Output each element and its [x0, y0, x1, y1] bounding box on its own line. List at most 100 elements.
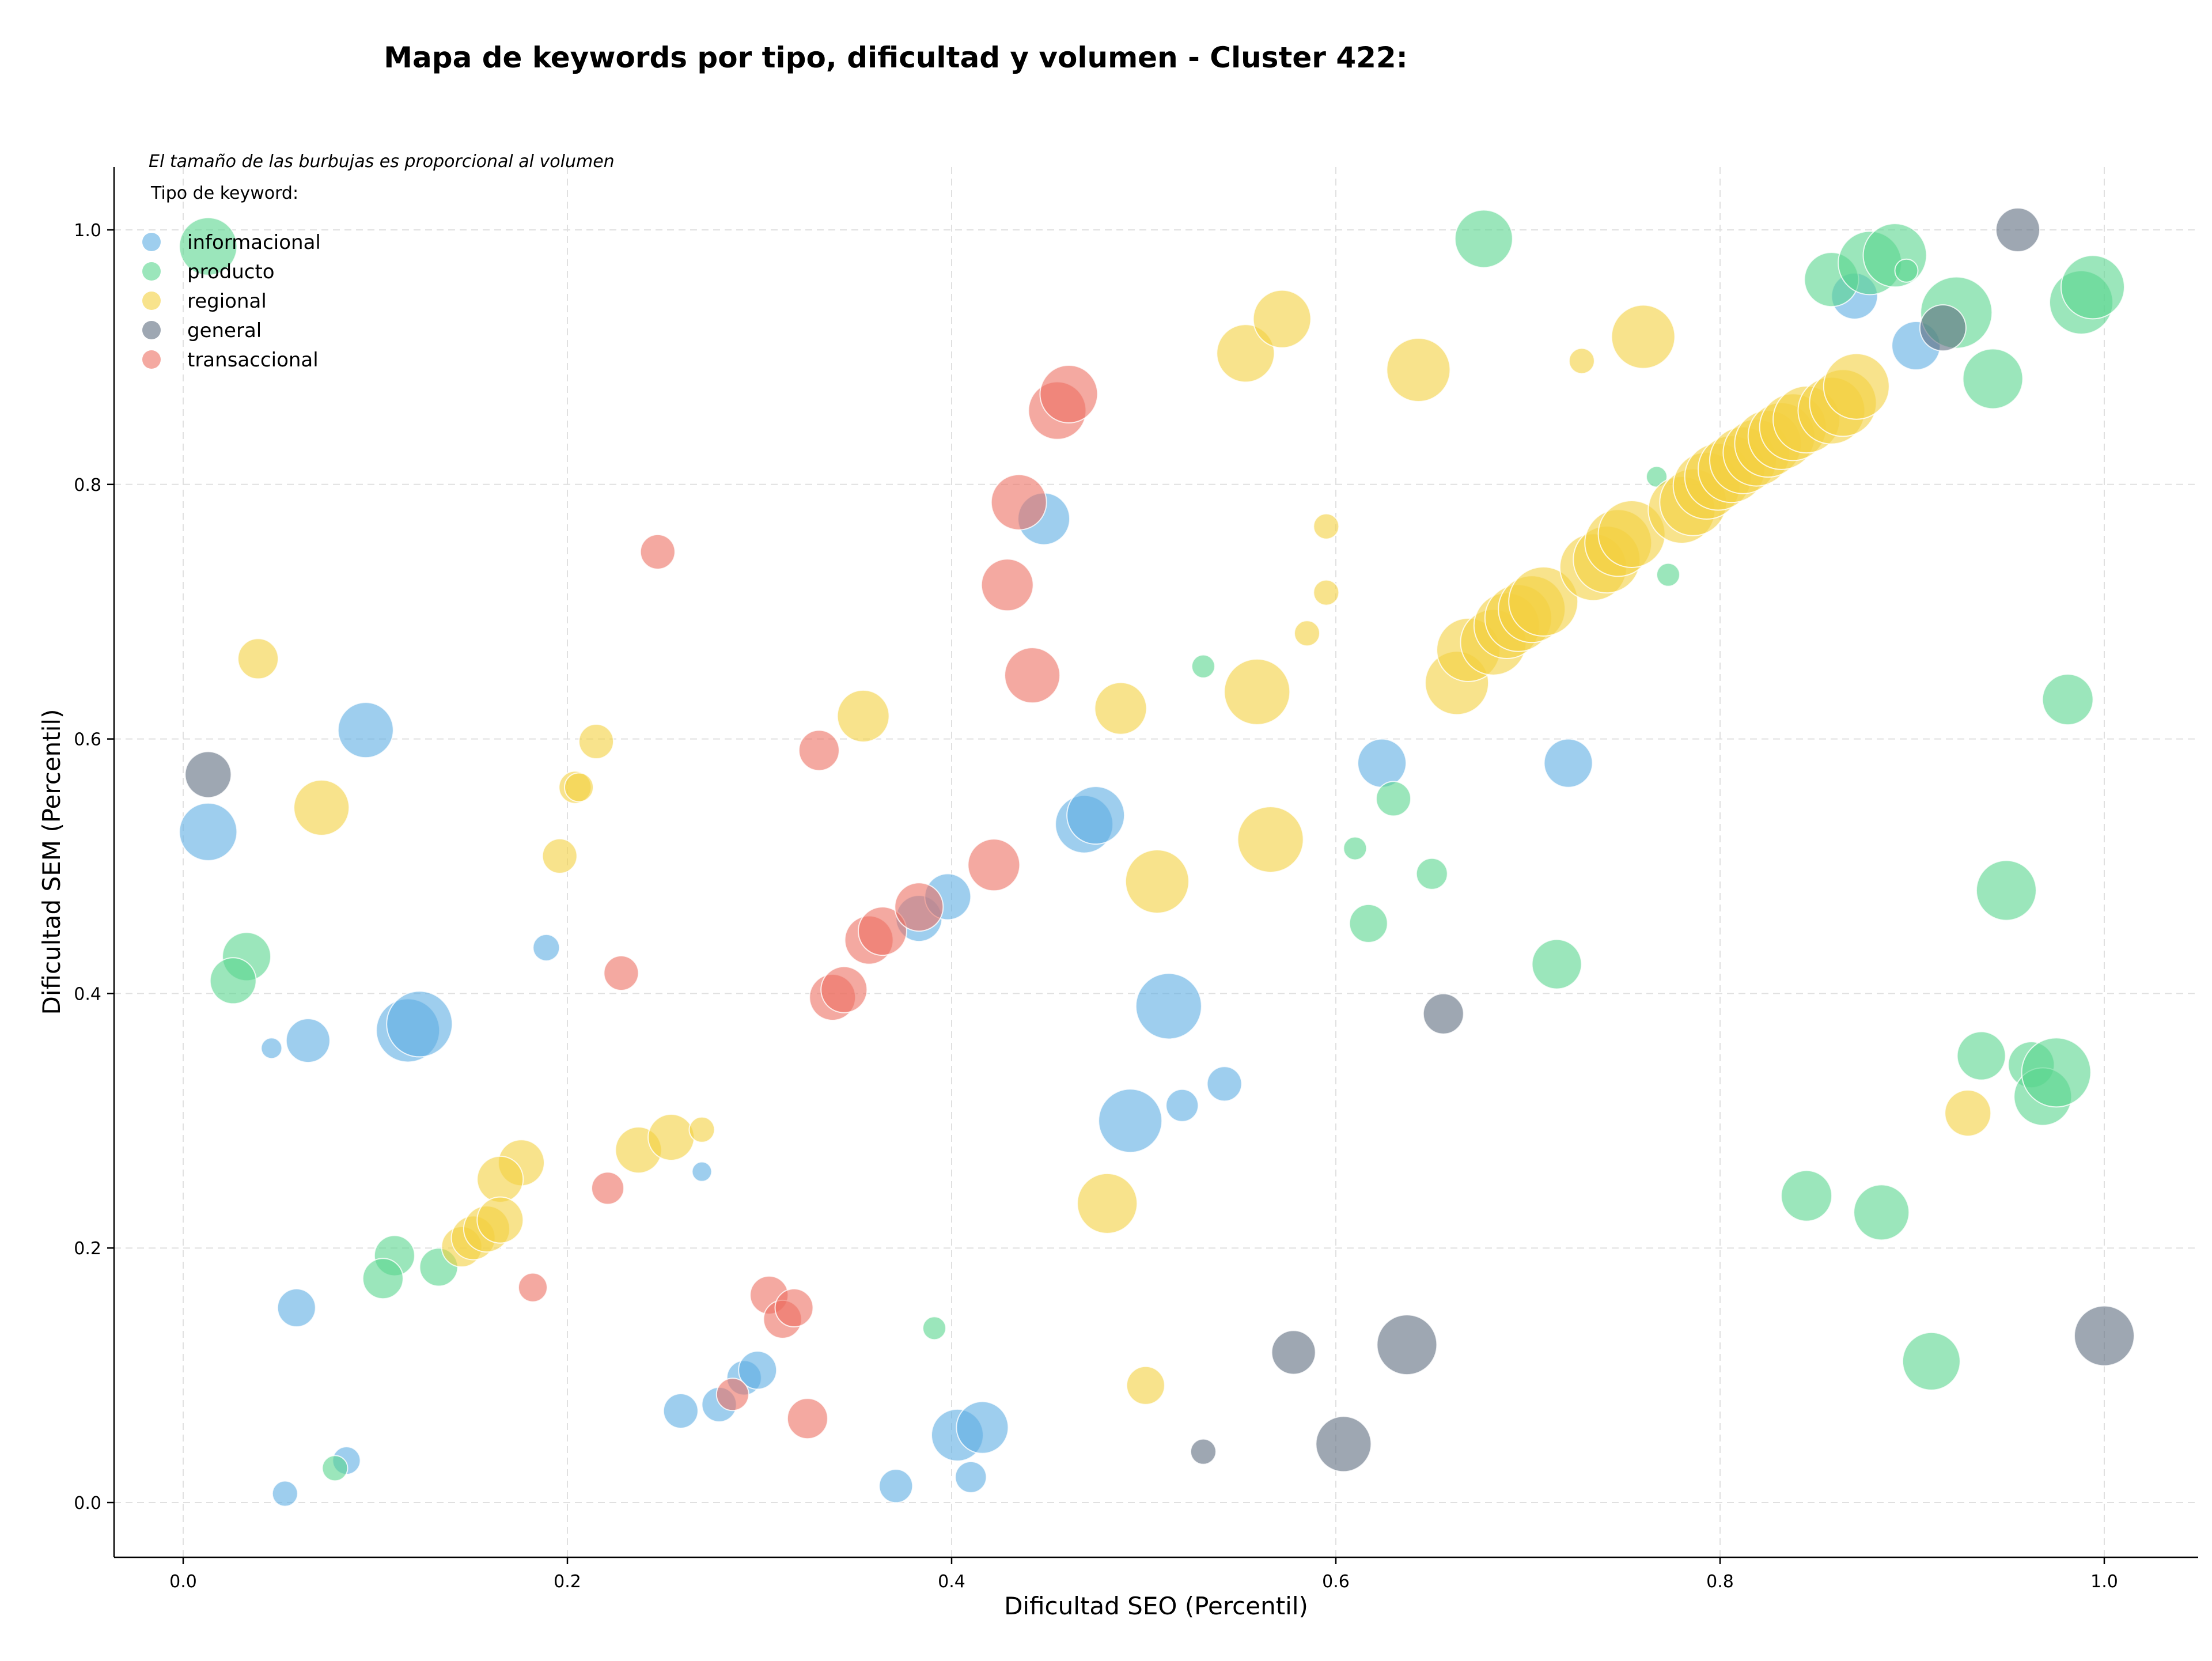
- bubble-producto: [1349, 903, 1388, 943]
- bubble-producto: [179, 217, 238, 276]
- bubble-informacional: [532, 933, 560, 962]
- legend-label-general: general: [187, 319, 262, 342]
- bubble-transaccional: [774, 1288, 814, 1328]
- bubble-producto: [1376, 781, 1412, 817]
- chart-title: Mapa de keywords por tipo, dificultad y …: [384, 41, 1407, 74]
- bubble-transaccional: [980, 558, 1034, 612]
- bubble-regional: [1216, 324, 1275, 383]
- bubble-informacional: [285, 1018, 331, 1064]
- legend-marker-general: [142, 321, 161, 339]
- bubble-regional: [647, 1114, 695, 1161]
- bubble-informacional: [1206, 1066, 1243, 1102]
- bubble-producto: [2060, 255, 2125, 320]
- bubble-informacional: [1543, 738, 1593, 788]
- bubble-informacional: [271, 1480, 298, 1507]
- bubble-transaccional: [639, 534, 676, 570]
- bubble-producto: [1956, 1031, 2006, 1081]
- bubble-producto: [1191, 654, 1215, 679]
- volume-note: El tamaño de las burbujas es proporciona…: [149, 152, 615, 172]
- bubble-regional: [1944, 1089, 1992, 1137]
- bubble-informacional: [386, 990, 453, 1058]
- bubble-regional: [237, 638, 279, 680]
- bubble-producto: [2021, 1037, 2092, 1108]
- bubble-producto: [1853, 1184, 1910, 1241]
- bubble-regional: [1386, 337, 1451, 402]
- bubble-producto: [1454, 209, 1513, 268]
- legend-marker-producto: [142, 262, 161, 281]
- bubble-informacional: [1135, 973, 1202, 1040]
- bubble-transaccional: [603, 955, 639, 992]
- legend-marker-informacional: [142, 233, 161, 251]
- bubble-transaccional: [857, 906, 907, 956]
- x-tick-label: 0.8: [1706, 1572, 1734, 1592]
- bubble-informacional: [337, 702, 394, 759]
- bubble-informacional: [1357, 738, 1407, 788]
- bubble-transaccional: [990, 474, 1047, 531]
- bubble-regional: [1094, 682, 1147, 735]
- bubble-producto: [1531, 939, 1582, 990]
- bubble-informacional: [1165, 1088, 1199, 1122]
- bubble-producto: [1656, 562, 1680, 587]
- bubble-general: [1315, 1416, 1372, 1473]
- bubble-informacional: [1066, 786, 1126, 845]
- y-tick-label: 0.2: [74, 1239, 101, 1259]
- bubble-regional: [1124, 849, 1190, 914]
- bubble-producto: [1343, 836, 1368, 861]
- bubble-regional: [476, 1155, 524, 1203]
- bubble-informacional: [1098, 1088, 1163, 1153]
- legend-title: Tipo de keyword:: [150, 183, 298, 203]
- bubble-producto: [1894, 258, 1919, 283]
- bubble-general: [1995, 207, 2040, 252]
- bubble-transaccional: [591, 1171, 625, 1205]
- legend-label-producto: producto: [187, 260, 275, 283]
- bubble-transaccional: [1004, 647, 1061, 704]
- bubble-transaccional: [517, 1272, 548, 1303]
- bubble-regional: [1252, 289, 1312, 349]
- bubble-regional: [688, 1116, 715, 1143]
- bubble-informacional: [276, 1288, 316, 1328]
- legend-marker-transaccional: [142, 350, 161, 369]
- bubble-informacional: [662, 1393, 699, 1429]
- bubble-general: [1376, 1314, 1438, 1376]
- bubble-regional: [1237, 806, 1304, 873]
- bubble-general: [184, 751, 232, 799]
- bubble-producto: [922, 1316, 946, 1341]
- bubble-regional: [1224, 658, 1291, 725]
- legend-label-informacional: informacional: [187, 231, 321, 254]
- bubble-general: [2074, 1305, 2135, 1367]
- y-tick-label: 0.8: [74, 475, 101, 495]
- bubble-transaccional: [1039, 364, 1099, 423]
- bubble-regional: [578, 724, 615, 760]
- bubble-regional: [476, 1196, 524, 1244]
- bubble-transaccional: [786, 1398, 828, 1440]
- bubble-informacional: [878, 1469, 914, 1504]
- bubble-general: [1190, 1438, 1217, 1465]
- bubble-regional: [1508, 566, 1579, 637]
- x-tick-label: 0.6: [1322, 1572, 1350, 1592]
- bubble-regional: [293, 779, 350, 836]
- bubble-producto: [209, 957, 257, 1005]
- bubble-informacional: [738, 1350, 778, 1390]
- legend-marker-regional: [142, 292, 161, 310]
- bubble-transaccional: [967, 838, 1021, 892]
- bubble-layer: [179, 207, 2135, 1507]
- bubble-general: [1271, 1330, 1316, 1375]
- bubble-regional: [1313, 579, 1340, 606]
- y-tick-label: 0.4: [74, 984, 101, 1004]
- bubble-regional: [1611, 304, 1676, 369]
- bubble-regional: [1823, 353, 1890, 420]
- bubble-regional: [836, 689, 890, 743]
- y-tick-label: 1.0: [74, 221, 101, 241]
- bubble-regional: [1293, 620, 1320, 647]
- y-tick-label: 0.6: [74, 730, 101, 750]
- bubble-producto: [1862, 223, 1927, 288]
- bubble-regional: [541, 838, 578, 874]
- bubble-informacional: [260, 1037, 283, 1060]
- bubble-regional: [1126, 1365, 1165, 1405]
- x-tick-label: 0.4: [938, 1572, 965, 1592]
- bubble-producto: [2041, 674, 2094, 726]
- axes: [113, 167, 2198, 1558]
- bubble-producto: [1962, 348, 2024, 410]
- legend: informacional producto regional general tran…: [142, 231, 321, 372]
